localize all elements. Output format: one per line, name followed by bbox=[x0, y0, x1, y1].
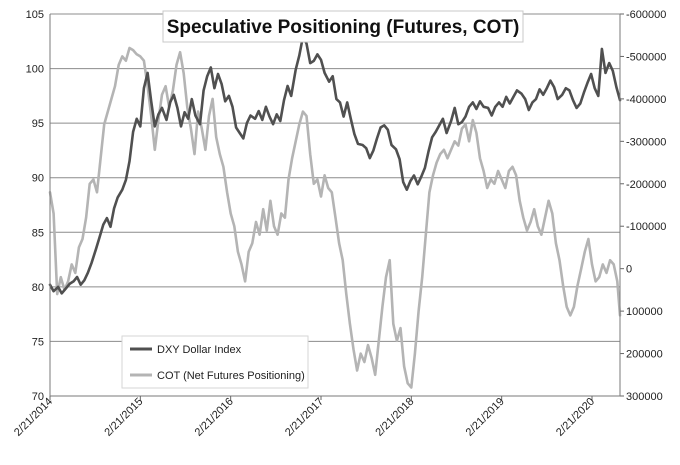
left-axis-ticks: 70 75 80 85 90 95 100 105 bbox=[26, 9, 44, 403]
series-line-cot bbox=[48, 46, 622, 389]
left-tick-label: 95 bbox=[32, 118, 44, 130]
right-tick-label: -600000 bbox=[626, 9, 666, 21]
legend-background bbox=[121, 335, 309, 389]
right-tick-label: 300000 bbox=[626, 391, 663, 403]
right-tick-label: -200000 bbox=[626, 179, 666, 191]
legend-label-cot: COT (Net Futures Positioning) bbox=[157, 370, 305, 382]
legend: DXY Dollar Index COT (Net Futures Positi… bbox=[121, 335, 309, 389]
right-tick-label: -100000 bbox=[626, 221, 666, 233]
left-tick-label: 80 bbox=[32, 282, 44, 294]
right-tick-label: 100000 bbox=[626, 306, 663, 318]
left-tick-label: 100 bbox=[26, 64, 44, 76]
axes bbox=[49, 13, 624, 400]
left-tick-label: 75 bbox=[32, 336, 44, 348]
right-tick-label: -300000 bbox=[626, 136, 666, 148]
title-background bbox=[162, 10, 524, 43]
left-tick-label: 70 bbox=[32, 391, 44, 403]
series-line-dxy bbox=[48, 35, 622, 295]
right-tick-label: -500000 bbox=[626, 51, 666, 63]
left-tick-label: 85 bbox=[32, 227, 44, 239]
chart-title: Speculative Positioning (Futures, COT) bbox=[167, 17, 520, 38]
right-tick-label: 200000 bbox=[626, 349, 663, 361]
legend-label-dxy: DXY Dollar Index bbox=[157, 344, 242, 356]
chart-title-box: Speculative Positioning (Futures, COT) bbox=[162, 10, 524, 43]
right-tick-label: 0 bbox=[626, 264, 632, 276]
left-tick-label: 105 bbox=[26, 9, 44, 21]
right-axis-ticks: -600000 -500000 -400000 -300000 -200000 -1000… bbox=[626, 9, 666, 403]
right-tick-label: -400000 bbox=[626, 94, 666, 106]
left-tick-label: 90 bbox=[32, 173, 44, 185]
series-lines bbox=[48, 35, 622, 389]
